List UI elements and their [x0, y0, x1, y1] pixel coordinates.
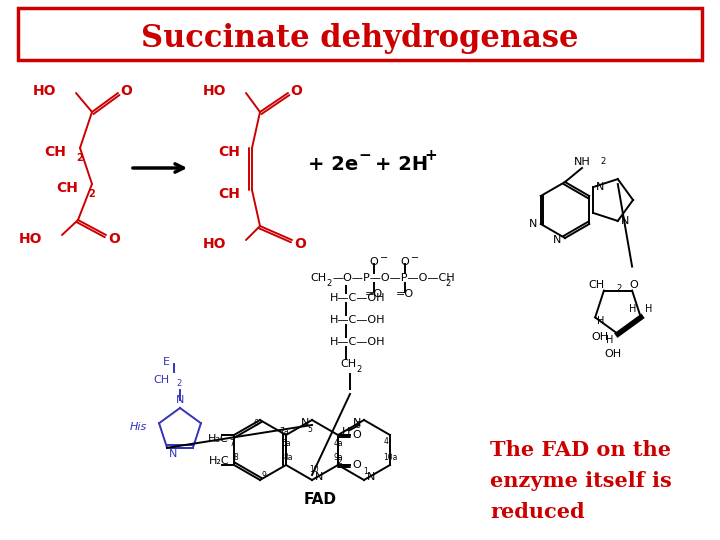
- Text: 10a: 10a: [383, 453, 397, 462]
- Bar: [18, 8, 702, 60]
- Text: O: O: [290, 84, 302, 98]
- Text: H: H: [645, 305, 652, 314]
- Text: H: H: [629, 305, 636, 314]
- Text: H—C—OH: H—C—OH: [330, 337, 385, 347]
- Text: CH: CH: [218, 187, 240, 201]
- Text: + 2H: + 2H: [375, 156, 428, 174]
- Text: N: N: [301, 418, 309, 428]
- Text: CH: CH: [340, 359, 356, 369]
- Text: 5: 5: [307, 426, 312, 435]
- Text: 9a: 9a: [333, 453, 343, 462]
- Text: Succinate dehydrogenase: Succinate dehydrogenase: [141, 23, 579, 53]
- Text: 2: 2: [445, 279, 450, 287]
- Text: −: −: [380, 253, 388, 263]
- Text: E: E: [163, 357, 170, 367]
- Text: N: N: [621, 216, 629, 226]
- Text: H: H: [598, 316, 605, 326]
- Text: 6: 6: [253, 420, 258, 429]
- Text: 8: 8: [234, 453, 238, 462]
- Text: 2: 2: [616, 284, 621, 293]
- Text: 2: 2: [338, 456, 343, 465]
- Text: 7a: 7a: [279, 427, 289, 435]
- Text: HO: HO: [202, 84, 226, 98]
- Text: FAD: FAD: [304, 492, 336, 508]
- Text: 2: 2: [176, 380, 181, 388]
- Text: HO: HO: [202, 237, 226, 251]
- Text: N: N: [596, 182, 605, 192]
- Text: 4: 4: [384, 436, 388, 446]
- Text: + 2e: + 2e: [308, 156, 359, 174]
- Text: 7: 7: [230, 438, 235, 448]
- Text: O: O: [108, 232, 120, 246]
- Text: NH: NH: [574, 157, 590, 167]
- Text: CH: CH: [218, 145, 240, 159]
- Text: 2: 2: [326, 279, 331, 287]
- Text: N: N: [553, 235, 561, 245]
- Text: N: N: [528, 219, 536, 229]
- Text: —O—P—O—P—O—CH: —O—P—O—P—O—CH: [332, 273, 454, 283]
- Text: 2: 2: [600, 158, 606, 166]
- Text: CH: CH: [310, 273, 326, 283]
- Text: H—C—OH: H—C—OH: [330, 293, 385, 303]
- Text: 1: 1: [364, 468, 369, 476]
- Text: OH: OH: [604, 349, 621, 359]
- Text: N: N: [367, 472, 375, 482]
- Text: H₂C: H₂C: [208, 456, 229, 466]
- Text: 2: 2: [356, 364, 361, 374]
- Text: N: N: [353, 418, 361, 428]
- Text: H: H: [342, 427, 350, 437]
- Text: 5a: 5a: [282, 438, 291, 448]
- Text: O: O: [352, 460, 361, 470]
- Text: 2: 2: [88, 189, 95, 199]
- Text: N: N: [169, 449, 177, 459]
- Text: −: −: [411, 253, 419, 263]
- Text: 4a: 4a: [333, 438, 343, 448]
- Text: O: O: [352, 430, 361, 440]
- Text: CH: CH: [56, 181, 78, 195]
- Text: H—C—OH: H—C—OH: [330, 315, 385, 325]
- Text: O: O: [400, 257, 410, 267]
- Text: 8a: 8a: [283, 453, 293, 462]
- Text: His: His: [130, 422, 147, 432]
- Text: CH: CH: [154, 375, 170, 385]
- Text: HO: HO: [19, 232, 42, 246]
- Text: CH: CH: [44, 145, 66, 159]
- Text: HO: HO: [32, 84, 56, 98]
- Text: N: N: [176, 395, 184, 405]
- Text: O: O: [120, 84, 132, 98]
- Text: +: +: [424, 147, 437, 163]
- Text: =O: =O: [365, 289, 383, 299]
- Text: O: O: [369, 257, 379, 267]
- Text: H₃C: H₃C: [208, 434, 229, 444]
- Text: H: H: [606, 335, 613, 345]
- Text: The FAD on the
enzyme itself is
reduced: The FAD on the enzyme itself is reduced: [490, 440, 672, 522]
- Text: 10: 10: [309, 465, 319, 475]
- Text: 3: 3: [356, 422, 361, 430]
- Text: CH: CH: [588, 280, 604, 289]
- Text: 9: 9: [261, 471, 266, 481]
- Text: OH: OH: [592, 333, 608, 342]
- Text: O: O: [294, 237, 306, 251]
- Text: O: O: [630, 280, 639, 289]
- Text: N: N: [315, 472, 323, 482]
- Text: =O: =O: [396, 289, 414, 299]
- Text: −: −: [358, 147, 371, 163]
- Text: 2: 2: [76, 153, 83, 163]
